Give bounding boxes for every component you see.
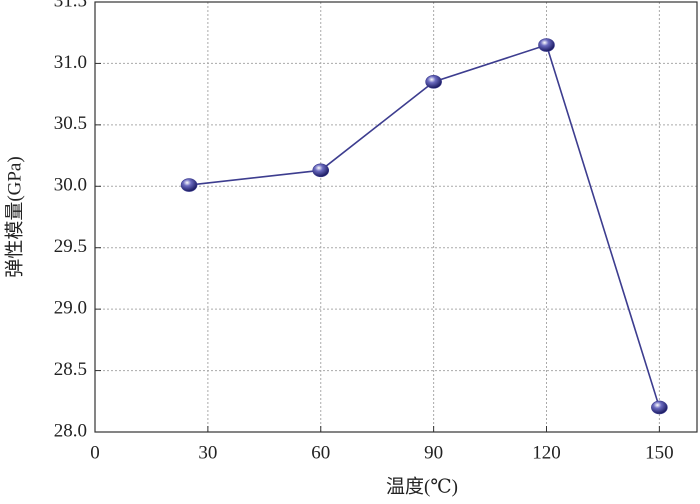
y-tick-label: 28.5 xyxy=(54,359,87,380)
y-tick-label: 30.0 xyxy=(54,175,87,196)
x-tick-label: 0 xyxy=(90,442,100,463)
y-tick-label: 29.0 xyxy=(54,298,87,319)
y-tick-label: 30.5 xyxy=(54,113,87,134)
x-tick-label: 30 xyxy=(198,442,217,463)
y-tick-label: 28.0 xyxy=(54,420,87,441)
x-tick-label: 150 xyxy=(645,442,674,463)
x-tick-label: 120 xyxy=(532,442,561,463)
data-point xyxy=(180,178,198,192)
x-tick-label: 90 xyxy=(424,442,443,463)
plot-frame xyxy=(94,1,698,433)
y-axis-label: 弹性模量(GPa) xyxy=(3,156,25,277)
data-point xyxy=(651,400,668,415)
data-point xyxy=(425,75,442,89)
x-axis-label: 温度(℃) xyxy=(386,475,458,497)
x-tick-label: 60 xyxy=(311,442,330,463)
y-tick-label: 31.5 xyxy=(54,0,87,11)
data-point xyxy=(538,38,555,52)
y-tick-label: 29.5 xyxy=(54,236,87,257)
data-point xyxy=(312,163,330,178)
data-line xyxy=(188,43,661,408)
y-tick-label: 31.0 xyxy=(54,52,87,73)
